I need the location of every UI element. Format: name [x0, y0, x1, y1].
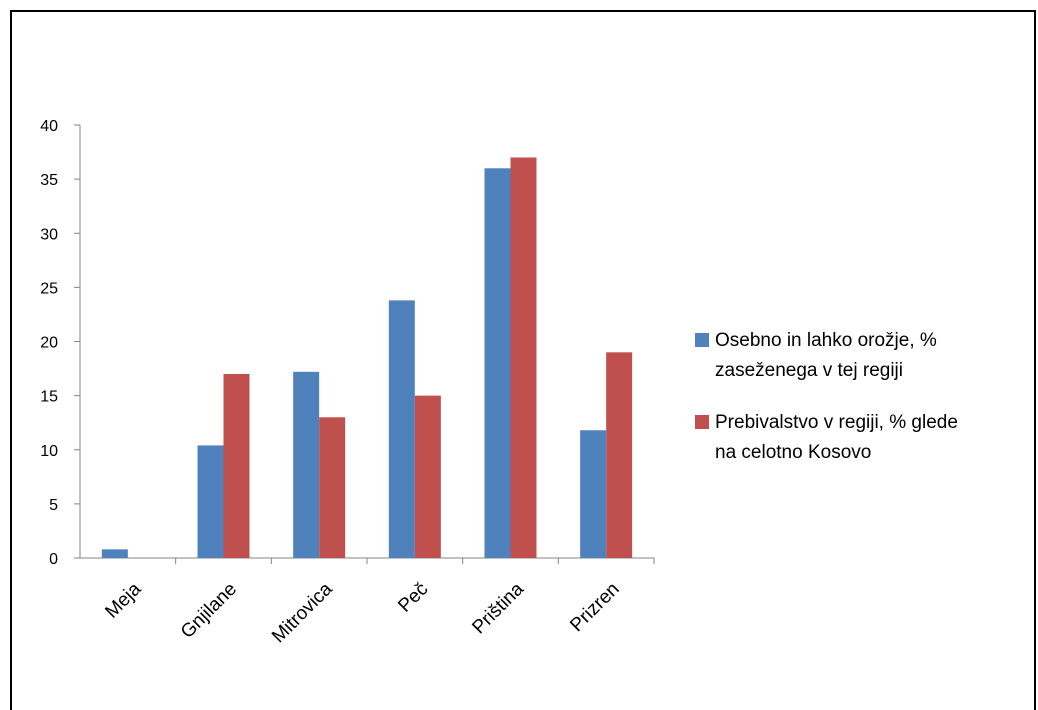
chart-axes: [79, 125, 654, 559]
chart-frame: [10, 10, 1036, 710]
bar-weapons: [580, 430, 607, 558]
legend-swatch: [695, 333, 709, 347]
y-tick-label: 40: [40, 118, 58, 135]
category-label: Mitrovica: [268, 578, 337, 647]
category-label: Gnjilane: [177, 579, 241, 643]
bar-weapons: [484, 168, 511, 559]
legend-label: na celotno Kosovo: [715, 442, 871, 463]
y-tick-label: 15: [40, 389, 58, 406]
category-label: Priština: [468, 578, 528, 638]
y-axis-ticks: 0 5 10 15 20 25 30 35 40: [40, 118, 80, 568]
legend-label: Osebno in lahko orožje, %: [715, 330, 937, 351]
bar-population: [414, 395, 441, 558]
chart-bars: [101, 157, 655, 564]
bar-population: [319, 417, 346, 558]
y-tick-label: 30: [40, 226, 58, 243]
y-tick-label: 10: [40, 443, 58, 460]
legend-label: zaseženega v tej regiji: [715, 360, 903, 381]
y-tick-label: 35: [40, 172, 58, 189]
bar-weapons: [197, 445, 224, 558]
category-label: Prizren: [566, 579, 623, 636]
y-tick-label: 0: [49, 551, 58, 568]
legend-swatch: [695, 415, 709, 429]
y-tick-label: 20: [40, 335, 58, 352]
bar-weapons: [388, 300, 415, 558]
bar-population: [510, 157, 537, 558]
x-axis-labels: Meja Gnjilane Mitrovica Peč Priština Prizren: [101, 578, 623, 647]
chart-legend: Osebno in lahko orožje, % zaseženega v te…: [695, 330, 958, 463]
category-label: Meja: [101, 578, 145, 622]
bar-weapons: [293, 371, 320, 558]
y-tick-label: 25: [40, 280, 58, 297]
bar-weapons: [101, 549, 128, 558]
legend-label: Prebivalstvo v regiji, % glede: [715, 412, 958, 433]
bar-population: [223, 373, 250, 558]
y-tick-label: 5: [49, 497, 58, 514]
category-label: Peč: [394, 579, 432, 617]
bar-population: [606, 352, 633, 558]
